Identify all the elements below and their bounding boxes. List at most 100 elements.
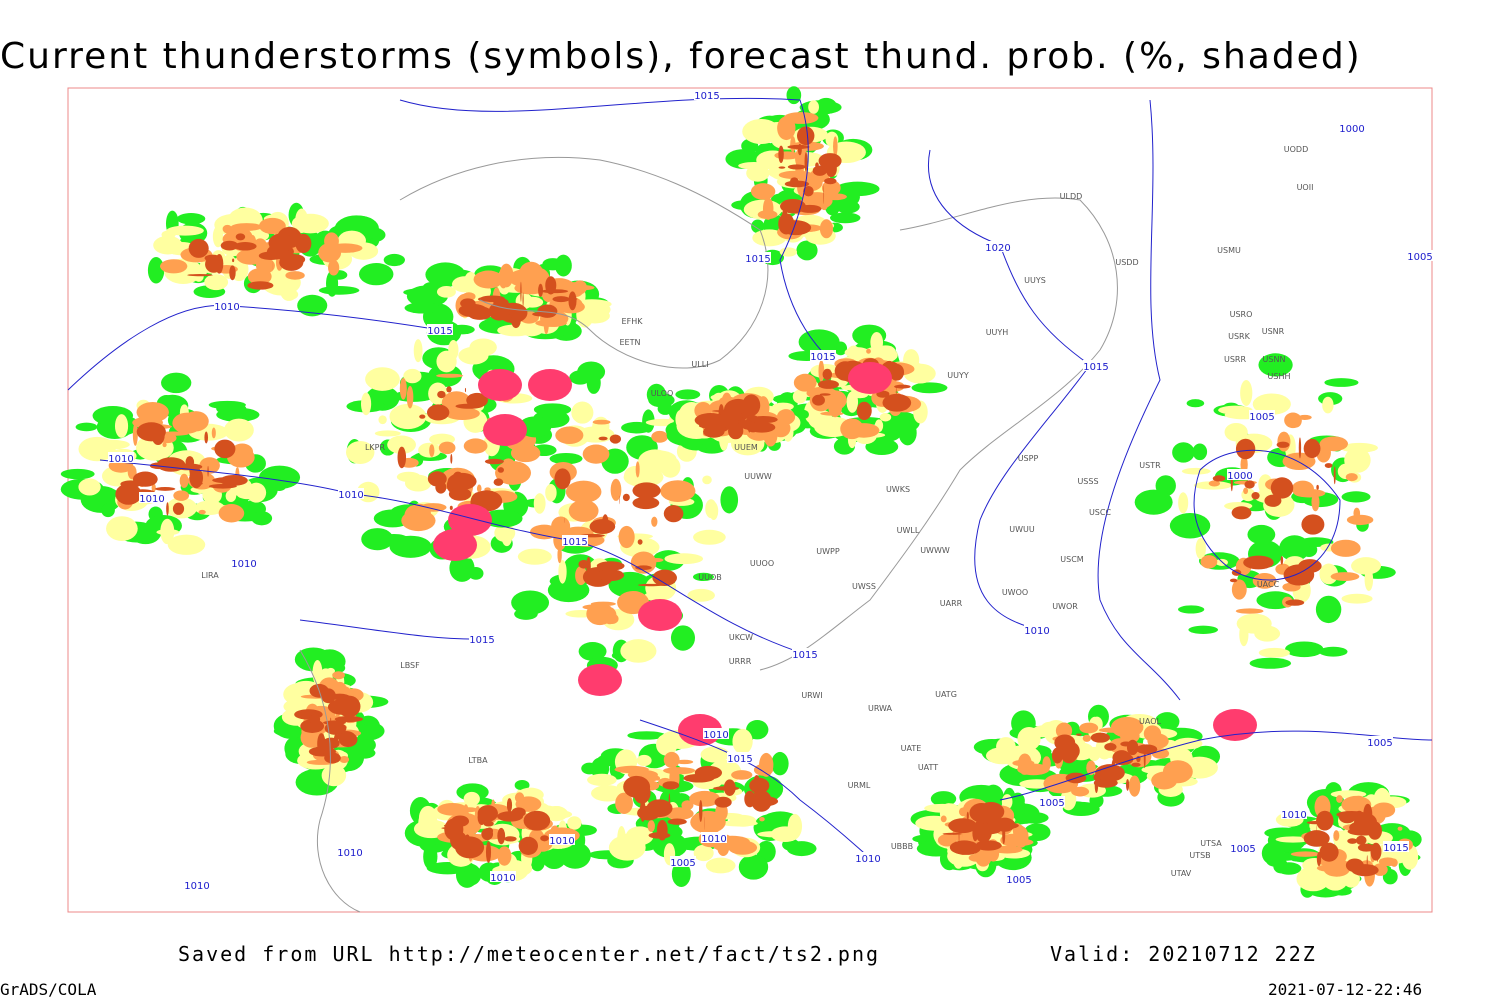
shade-blob <box>413 339 423 363</box>
shade-blob <box>78 436 116 462</box>
shade-blob <box>596 754 621 767</box>
isobar-label: 1010 <box>337 848 362 859</box>
shade-blob <box>162 442 167 448</box>
isobar-label-bg <box>701 832 727 843</box>
shade-blob <box>1338 811 1356 824</box>
isobar-label-bg <box>231 557 257 568</box>
shade-blob <box>1333 830 1340 842</box>
software: GrADS/COLA <box>0 980 97 999</box>
shade-blob <box>819 393 831 396</box>
shade-blob <box>450 453 453 464</box>
shade-blob <box>1276 862 1302 875</box>
shade-blob <box>571 401 594 424</box>
station-label: UODD <box>1284 145 1308 154</box>
shade-blob <box>644 591 666 601</box>
shade-blob <box>942 832 962 835</box>
shade-blob <box>1351 557 1382 575</box>
shade-blob <box>1264 827 1302 839</box>
shade-blob <box>1316 851 1322 867</box>
shade-blob <box>346 441 375 464</box>
shade-blob <box>330 717 332 722</box>
shade-blob <box>1079 722 1099 734</box>
shade-blob <box>1169 513 1211 539</box>
isobar-label-bg <box>1281 808 1307 819</box>
shade-blob <box>486 827 494 835</box>
shade-blob <box>444 818 464 841</box>
shade-blob <box>592 419 611 425</box>
shade-blob <box>437 802 468 816</box>
station-label: LBSF <box>400 661 420 670</box>
isobar-label: 1005 <box>1367 738 1392 749</box>
shade-blob <box>404 302 441 314</box>
shade-blob <box>751 219 765 234</box>
shade-blob <box>651 430 669 443</box>
shade-blob <box>772 402 794 411</box>
isobar-label-bg <box>108 452 134 463</box>
shade-blob <box>136 401 169 423</box>
isobar-label: 1010 <box>214 302 239 313</box>
shade-blob <box>484 458 504 465</box>
station-label: UUYS <box>1024 276 1046 285</box>
station-label: UWOR <box>1052 602 1078 611</box>
shade-blob <box>493 478 504 486</box>
isobar-label-bg <box>549 834 575 845</box>
shade-blob <box>463 791 480 806</box>
shade-blob <box>1200 555 1218 569</box>
shade-blob <box>700 746 730 763</box>
shade-blob <box>1298 437 1302 459</box>
storm-symbols <box>848 362 892 394</box>
shade-blob <box>1355 835 1367 845</box>
shade-blob <box>172 412 203 434</box>
station-label: UATT <box>918 763 938 772</box>
shade-blob <box>1301 514 1325 535</box>
shade-blob <box>232 258 235 263</box>
isobar-label-bg <box>338 488 364 499</box>
station-label: LIRA <box>201 571 219 580</box>
isobar-label-bg <box>214 300 240 311</box>
shade-blob <box>1376 853 1378 863</box>
shade-blob <box>529 524 559 540</box>
station-label: USNR <box>1262 327 1285 336</box>
isobar-label: 1010 <box>701 834 726 845</box>
shade-blob <box>389 403 427 430</box>
shade-blob <box>778 213 795 235</box>
shade-blob <box>204 274 229 291</box>
shade-blob <box>694 765 723 780</box>
shade-blob <box>172 502 185 515</box>
shade-blob <box>387 435 416 454</box>
shade-blob <box>389 535 432 558</box>
shade-blob <box>151 483 156 492</box>
station-label: EETN <box>620 338 641 347</box>
shade-blob <box>167 534 206 555</box>
isobar-label: 1010 <box>855 854 880 865</box>
shade-blob <box>1378 857 1397 867</box>
shade-blob <box>1322 396 1334 414</box>
shade-blob <box>748 795 779 807</box>
shade-blob <box>318 285 360 295</box>
shade-blob <box>449 505 453 511</box>
shade-blob <box>1224 422 1248 442</box>
shade-blob <box>1243 487 1249 495</box>
shade-blob <box>399 377 407 400</box>
shade-blob <box>501 524 513 547</box>
shade-blob <box>259 217 286 234</box>
shade-blob <box>895 386 897 397</box>
shade-blob <box>533 493 546 514</box>
shade-blob <box>297 294 328 317</box>
shade-blob <box>1231 579 1247 600</box>
shade-blob <box>846 391 859 413</box>
station-label: UTAV <box>1171 869 1192 878</box>
shade-blob <box>824 177 837 185</box>
shade-blob <box>663 751 680 768</box>
shade-blob <box>1229 578 1238 583</box>
shade-blob <box>818 153 842 169</box>
shade-blob <box>160 259 188 274</box>
shade-blob <box>1192 443 1208 461</box>
station-label: UAOL <box>1139 717 1161 726</box>
shade-blob <box>558 559 567 584</box>
shade-blob <box>365 367 400 391</box>
isobar-label: 1010 <box>490 873 515 884</box>
shade-blob <box>1357 843 1375 852</box>
isobar-label: 1010 <box>1281 810 1306 821</box>
shade-blob <box>937 834 957 847</box>
